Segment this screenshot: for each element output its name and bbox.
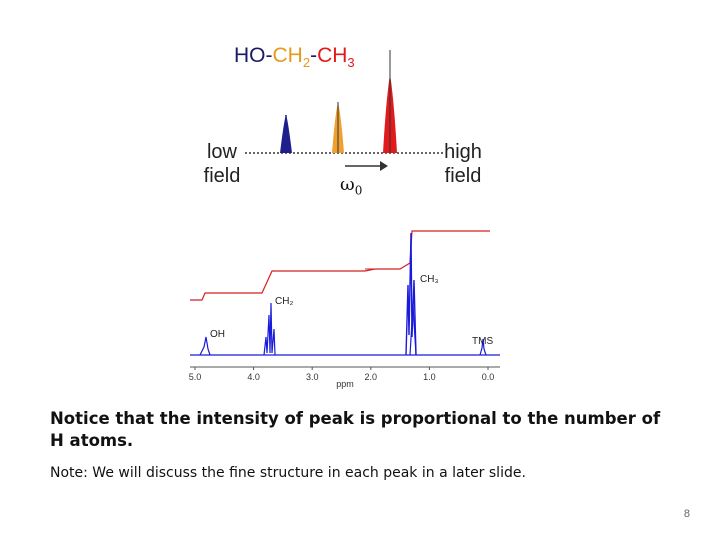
peak-label-oh: OH: [210, 329, 225, 340]
page-number: 8: [683, 508, 690, 520]
stick-spectrum: [245, 50, 445, 171]
peak-label-ch2: CH₂: [275, 296, 293, 307]
formula-part: -: [310, 44, 318, 67]
x-tick-label: 5.0: [189, 372, 202, 382]
spectrum-ch2-quartet: [263, 302, 276, 356]
frequency-arrowhead: [380, 161, 388, 171]
low-field-label: low field: [203, 141, 241, 187]
x-tick-label: 4.0: [247, 372, 260, 382]
integral-trace: [190, 230, 490, 301]
spectrum-ch3-triplet: [405, 232, 417, 356]
x-tick-label: 1.0: [423, 372, 436, 382]
frequency-symbol-base: ω: [340, 174, 355, 195]
nmr-spectrum: 5.0 4.0 3.0 2.0 1.0 0.0 ppm OH CH₂ CH₃ TMS: [189, 230, 500, 389]
formula-part: CH: [317, 44, 348, 67]
frequency-symbol: ω0: [340, 174, 362, 198]
notice-text: Notice that the intensity of peak is pro…: [50, 409, 661, 450]
formula-part: CH: [272, 44, 303, 67]
spectrum-tms-peak: [479, 338, 487, 356]
molecule-formula: HO-CH2-CH3: [234, 44, 355, 70]
high-field-label: high field: [444, 141, 482, 187]
spectrum-oh-peak: [199, 336, 211, 356]
peak-label-tms: TMS: [472, 336, 493, 347]
x-tick-label: 3.0: [306, 372, 319, 382]
peak-label-ch3: CH₃: [420, 274, 439, 285]
formula-part: HO-: [234, 44, 273, 67]
frequency-symbol-sub: 0: [354, 183, 363, 198]
note-text: Note: We will discuss the fine structure…: [50, 465, 526, 481]
x-tick-label: 0.0: [482, 372, 495, 382]
formula-part: 2: [302, 55, 311, 71]
spectrum-ch3-inner: [409, 304, 417, 356]
x-tick-label: 2.0: [365, 372, 378, 382]
formula-part: 3: [347, 55, 355, 71]
x-axis-label: ppm: [336, 379, 354, 389]
